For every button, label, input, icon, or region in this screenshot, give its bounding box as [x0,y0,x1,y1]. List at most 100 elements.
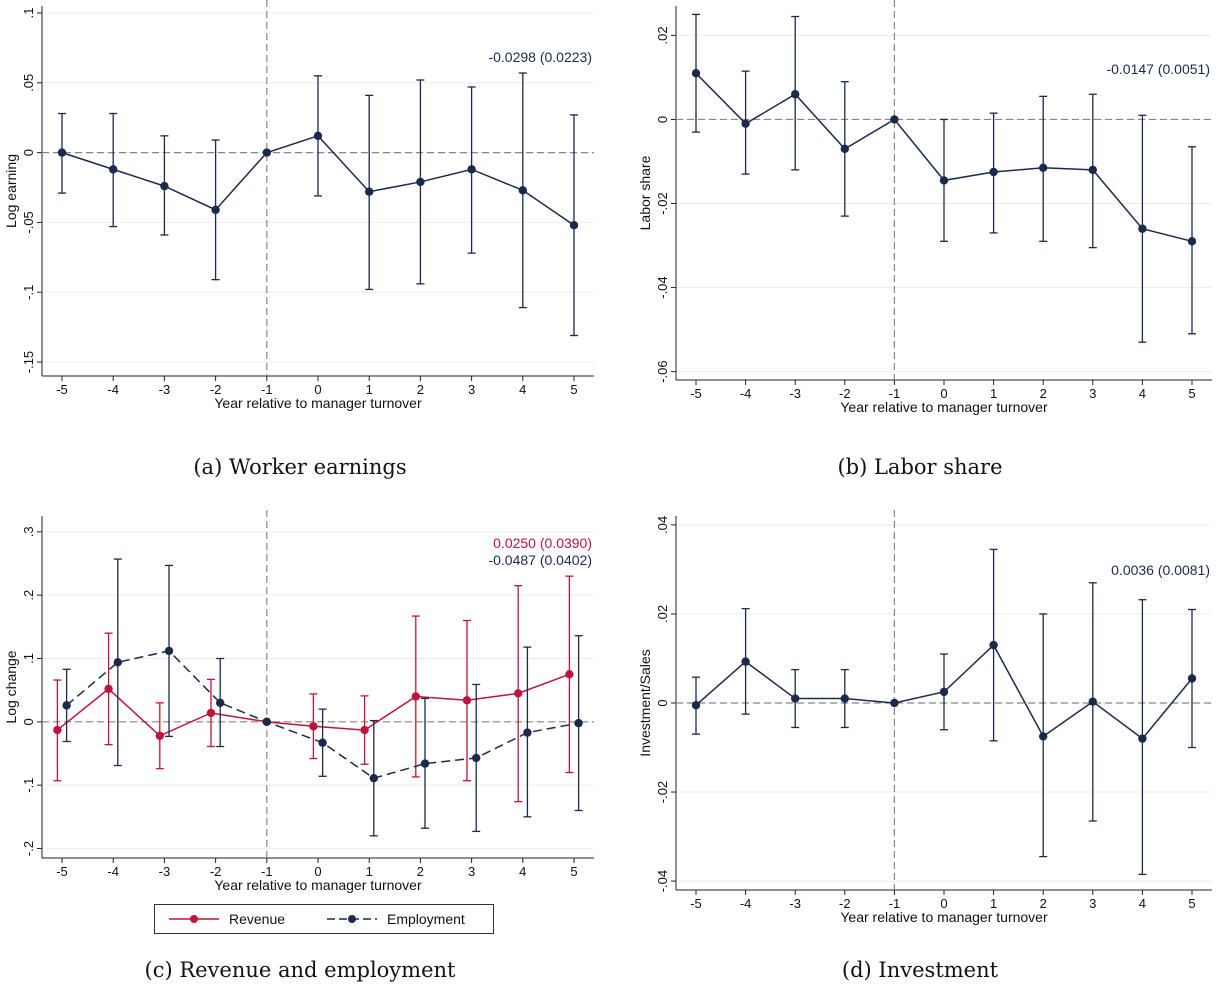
data-point [1039,732,1048,741]
data-point [309,722,318,731]
data-point [164,646,174,656]
data-point [989,640,998,650]
x-tick-label: 1 [366,864,373,879]
legend-label-employment: Employment [387,911,465,927]
y-tick-label: -.1 [21,778,36,793]
y-tick-label: -.15 [21,351,36,373]
data-point [890,698,899,708]
y-tick-label: -.02 [655,781,670,803]
x-tick-label: 4 [1139,386,1146,401]
y-tick-label: .02 [655,605,670,623]
y-tick-label: -.1 [21,285,36,300]
coefficient-annotation: -0.0487 (0.0402) [488,552,592,568]
x-axis-label: Year relative to manager turnover [214,877,422,893]
coefficient-annotation: 0.0036 (0.0081) [1111,562,1210,578]
x-tick-label: 2 [1040,386,1047,401]
y-tick-label: 0 [655,116,670,123]
data-point [262,717,271,727]
data-point [1187,674,1197,683]
x-axis-label: Year relative to manager turnover [840,399,1048,415]
x-tick-label: -1 [889,386,901,401]
y-tick-label: .2 [21,590,36,601]
x-tick-label: 1 [990,386,997,401]
x-tick-label: -2 [210,864,222,879]
x-axis-label: Year relative to manager turnover [840,909,1048,925]
x-tick-label: 5 [570,864,577,879]
data-point [411,692,420,701]
legend-label-revenue: Revenue [229,911,286,927]
data-point [262,148,271,157]
x-tick-label: 4 [519,864,526,879]
coefficient-annotation: -0.0298 (0.0223) [488,49,592,65]
y-tick-label: -.06 [655,360,670,382]
legend-swatch-employment [327,915,377,923]
x-tick-label: 3 [468,864,475,879]
y-axis-label: Log change [3,650,19,723]
data-point [840,694,849,703]
x-tick-label: -1 [889,896,901,911]
x-tick-label: 4 [519,382,526,397]
data-point [109,165,118,174]
chart-worker-earnings: .1 .05 0 -.05 -.1 -.15 -5 -4 -3 -2 -1 0 1 2 3 4 5 Year re… [0,0,600,430]
x-tick-label: -2 [839,386,851,401]
x-tick-label: -3 [789,896,801,911]
x-tick-label: -3 [159,382,171,397]
legend-c: Revenue Employment [154,904,494,934]
y-axis-label: Log earning [3,154,19,228]
x-tick-label: 2 [417,382,424,397]
chart-revenue-employment: .3 .2 .1 0 -.1 -.2 -5 -4 -3 -2 -1 0 1 2 3 4 5 Year relati… [0,500,600,900]
caption-a: (a) Worker earnings [193,455,407,479]
y-axis-label: Labor share [637,155,653,230]
data-point [211,205,220,215]
data-point [989,167,998,177]
data-point [462,696,472,705]
x-tick-label: 0 [940,896,947,911]
x-tick-label: -3 [159,864,171,879]
data-point [741,657,750,666]
x-tick-label: -4 [107,864,119,879]
y-tick-label: -.04 [655,870,670,892]
data-point [313,131,323,141]
x-tick-label: 2 [1040,896,1047,911]
y-tick-label: -.04 [655,276,670,298]
chart-svg-d: .04 .02 0 -.02 -.04 -5 -4 -3 -2 -1 0 1 2 3 4 5 Year rela… [637,510,1212,925]
x-tick-label: -4 [740,896,752,911]
data-point [216,698,225,708]
data-point [467,165,476,174]
data-point [62,701,71,710]
legend-item-employment: Employment [325,911,465,927]
data-point [791,694,800,703]
data-point [523,728,532,737]
data-point [1138,734,1147,743]
x-tick-label: 0 [940,386,947,401]
data-point [113,658,123,667]
data-point [691,69,701,78]
data-point [369,774,379,783]
x-tick-label: -5 [690,386,702,401]
x-tick-label: 3 [1089,386,1096,401]
data-point [569,221,579,230]
data-point [840,144,849,154]
data-point [1187,237,1197,246]
y-tick-label: 0 [655,699,670,706]
caption-d: (d) Investment [841,958,999,982]
y-tick-label: .04 [655,516,670,534]
x-tick-label: -3 [789,386,801,401]
y-tick-label: .1 [21,8,36,19]
y-tick-label: .3 [21,526,36,537]
data-point [1088,165,1097,175]
x-tick-label: -4 [740,386,752,401]
y-tick-label: .1 [21,653,36,664]
data-point [518,186,527,195]
data-point [791,90,800,99]
data-point [890,115,899,124]
x-tick-label: 3 [468,382,475,397]
data-point [318,738,327,747]
x-tick-label: 5 [1188,386,1195,401]
data-point [360,725,369,735]
coefficient-annotation: -0.0147 (0.0051) [1106,61,1210,77]
x-tick-label: 1 [990,896,997,911]
chart-svg-b: .02 0 -.02 -.04 -.06 -5 -4 -3 -2 -1 0 1 2 3 4 5 Year rel… [637,0,1212,415]
chart-labor-share: .02 0 -.02 -.04 -.06 -5 -4 -3 -2 -1 0 1 2 3 4 5 Year rel… [620,0,1220,430]
data-point [155,731,164,740]
